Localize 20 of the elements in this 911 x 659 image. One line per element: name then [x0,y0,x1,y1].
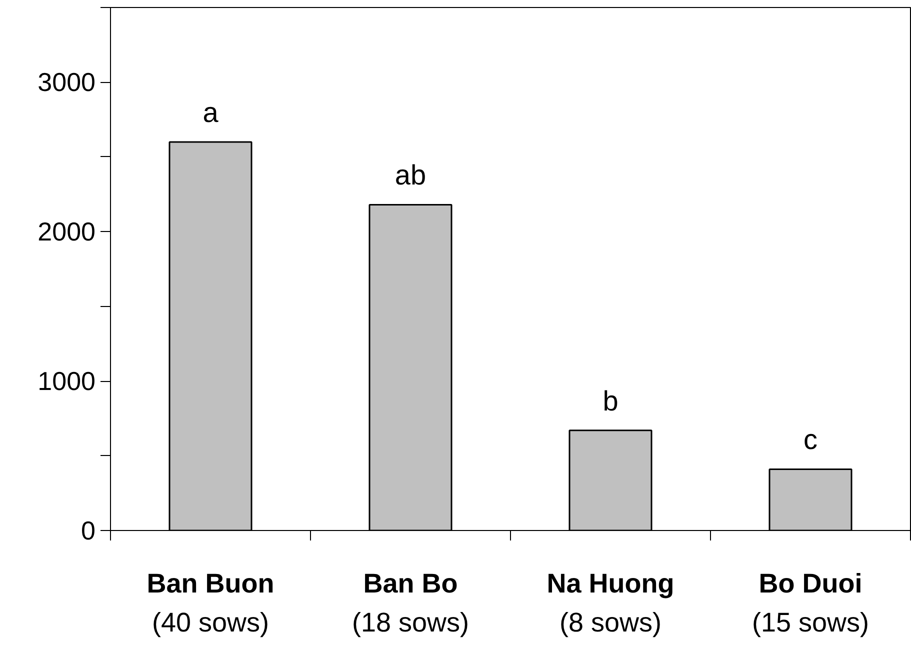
text: (40 sows) [152,608,270,638]
y-tick-label: 3000 [38,67,96,98]
text: (18 sows) [352,608,470,638]
y-tick-label: 0 [81,516,96,546]
bar [168,141,252,530]
y-tick-label: 1000 [38,366,96,396]
x-tick-label: Bo Duoi [758,568,862,598]
bar [568,430,652,530]
bar [368,204,452,530]
annotation: a [202,96,219,128]
x-tick-label: Ban Buon [146,568,274,598]
annotation: c [804,424,818,456]
y-tick-label: 2000 [38,216,96,247]
annotation: b [602,385,618,416]
x-tick-label: Ban Bo [363,568,458,598]
x-tick-label: Na Huong [546,568,674,598]
annotation: ab [394,160,426,191]
text: (15 sows) [752,608,870,638]
text: (8 sows) [559,608,662,638]
bar [768,468,852,530]
